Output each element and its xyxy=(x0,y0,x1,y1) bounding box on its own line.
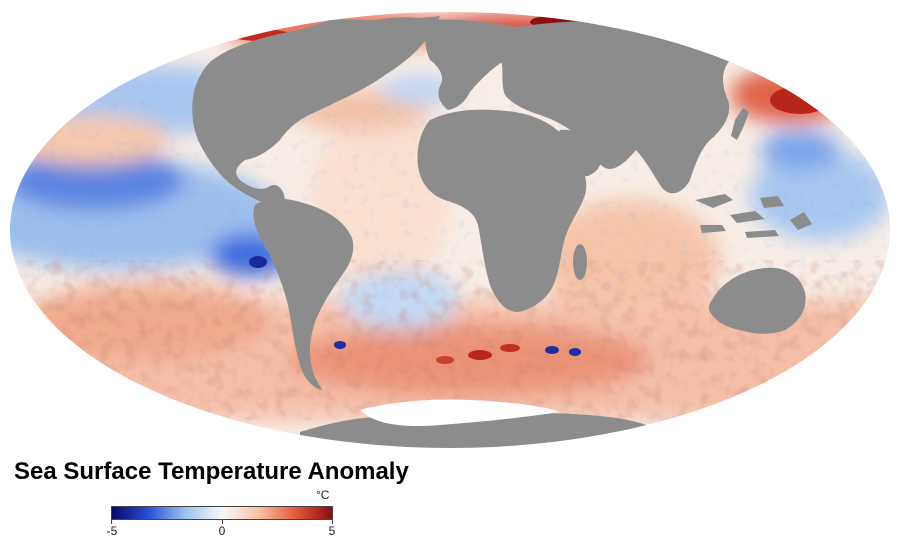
ice-shelf xyxy=(360,399,560,427)
legend-unit-label: °C xyxy=(316,488,330,502)
greenland xyxy=(358,17,427,59)
legend-min-label: -5 xyxy=(106,524,118,538)
globe xyxy=(10,12,890,448)
legend-color-bar xyxy=(111,506,333,520)
madagascar xyxy=(573,244,587,280)
africa xyxy=(417,109,587,312)
southeast-asia-islands xyxy=(695,194,812,238)
asia xyxy=(498,20,735,194)
japan xyxy=(731,108,749,140)
arabian-peninsula xyxy=(555,129,602,177)
legend-tick-min xyxy=(111,520,112,524)
north-america xyxy=(192,16,440,205)
legend-mid-label: 0 xyxy=(218,524,226,538)
south-america xyxy=(253,198,354,390)
antarctica xyxy=(300,412,670,448)
legend-max-label: 5 xyxy=(328,524,336,538)
map-title: Sea Surface Temperature Anomaly xyxy=(14,458,409,485)
australia xyxy=(708,267,806,334)
land xyxy=(192,16,850,448)
legend-tick-max xyxy=(332,520,333,524)
sst-anomaly-map xyxy=(10,12,890,448)
legend-tick-mid xyxy=(222,520,223,524)
